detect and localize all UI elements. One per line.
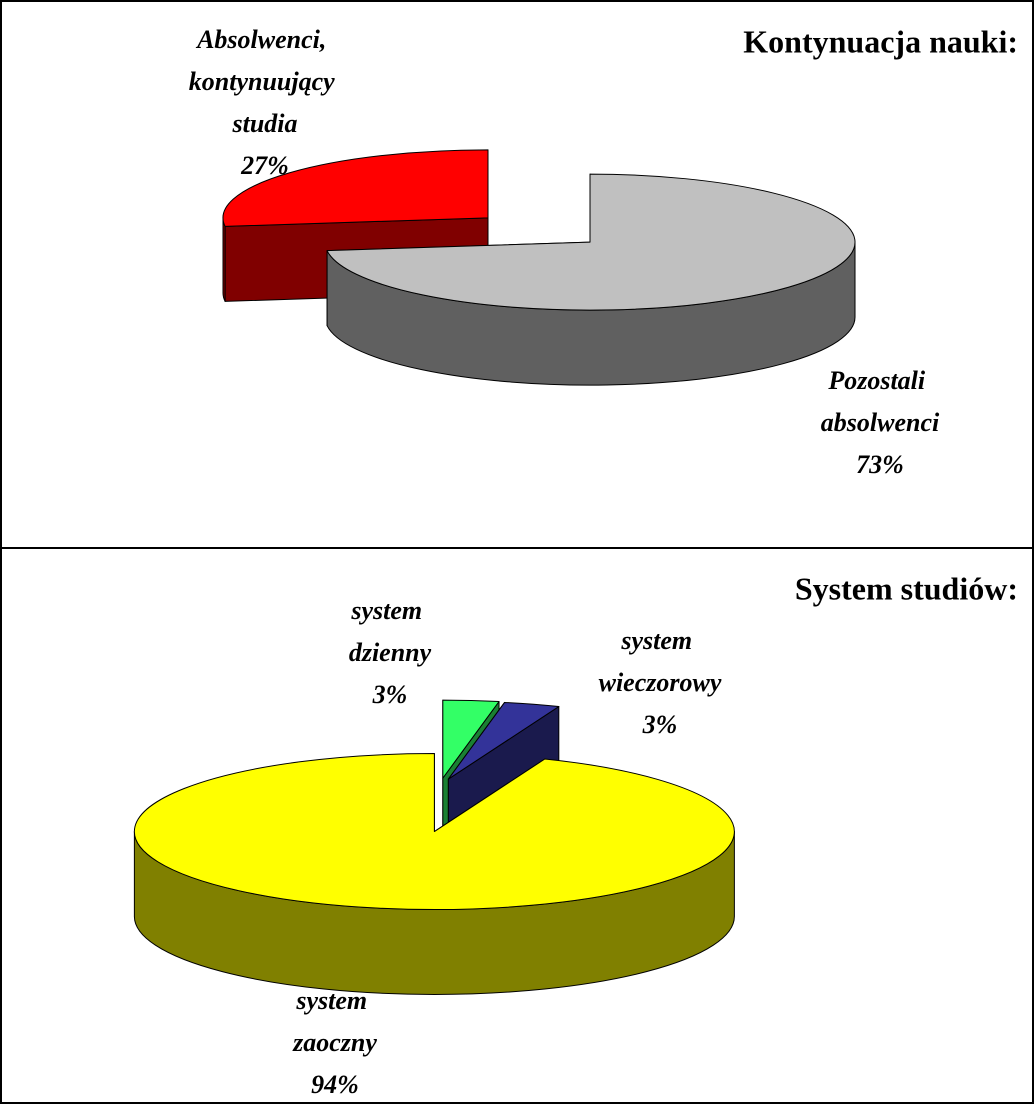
chart-title: System studiów: bbox=[795, 570, 1018, 606]
slice-top bbox=[447, 701, 560, 780]
slice-top bbox=[222, 149, 489, 227]
slice-label: Pozostali absolwenci bbox=[821, 366, 940, 437]
chart-title: Kontynuacja nauki: bbox=[743, 23, 1018, 59]
slice-value-label: 3% bbox=[372, 680, 408, 709]
slice-value-label: 73% bbox=[856, 450, 904, 479]
slice-value-label: 27% bbox=[240, 151, 289, 180]
slice-label: system dzienny bbox=[349, 596, 432, 667]
slice-side bbox=[222, 217, 226, 302]
slice-value-label: 94% bbox=[311, 1070, 359, 1099]
slice-label: system zaoczny bbox=[292, 986, 377, 1057]
slice-top bbox=[326, 173, 856, 311]
slice-top bbox=[442, 699, 500, 779]
slice-label: system wieczorowy bbox=[599, 626, 722, 697]
slice-value-label: 3% bbox=[642, 710, 678, 739]
slice-top bbox=[133, 753, 735, 911]
slice-label: Absolwenci, kontynuujący studia bbox=[189, 25, 341, 138]
